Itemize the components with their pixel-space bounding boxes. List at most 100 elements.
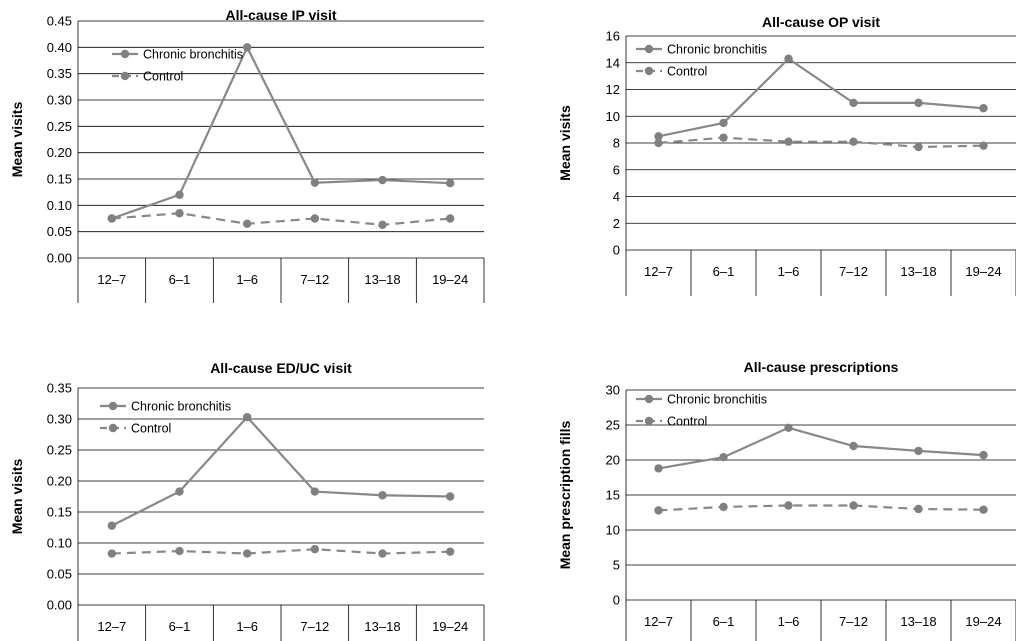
- data-point-control: [719, 133, 728, 142]
- x-tick-label: 19–24: [965, 614, 1001, 629]
- x-tick-label: 13–18: [364, 619, 400, 634]
- data-point-control: [107, 214, 117, 223]
- y-tick-label: 20: [606, 453, 620, 468]
- legend-label: Control: [667, 65, 707, 79]
- y-tick-label: 0.10: [47, 198, 72, 213]
- data-point-chronic-bronchitis: [719, 118, 728, 128]
- y-tick-label: 0.05: [47, 224, 72, 239]
- legend-label: Control: [143, 70, 183, 84]
- x-tick-label: 6–1: [169, 272, 191, 287]
- chart-panel-4: All-cause prescriptions Mean prescription…: [557, 359, 1016, 641]
- data-point-control: [242, 219, 252, 228]
- x-tick-label: 1–6: [236, 272, 258, 287]
- data-point-chronic-bronchitis: [445, 492, 455, 501]
- data-point-chronic-bronchitis: [175, 190, 184, 199]
- y-axis-label: Mean visits: [9, 102, 25, 178]
- x-tick-label: 19–24: [965, 264, 1001, 279]
- data-point-control: [310, 545, 320, 554]
- y-tick-label: 0: [613, 593, 620, 608]
- legend-marker: [644, 394, 654, 404]
- chart-title: All-cause ED/UC visit: [210, 360, 352, 376]
- y-tick-label: 0.30: [47, 93, 72, 108]
- y-tick-label: 30: [606, 383, 620, 398]
- y-axis-label: Mean prescription fills: [557, 420, 573, 569]
- y-tick-label: 0.10: [47, 536, 72, 551]
- series-line-chronic-bronchitis: [658, 426, 984, 470]
- x-tick-label: 12–7: [644, 264, 673, 279]
- y-tick-label: 0: [613, 243, 620, 258]
- data-point-control: [849, 137, 858, 146]
- legend-marker: [644, 66, 654, 76]
- chart-title: All-cause prescriptions: [744, 359, 899, 375]
- legend-marker: [108, 401, 118, 411]
- data-point-control: [378, 549, 387, 558]
- legend-label: Chronic bronchitis: [131, 400, 231, 414]
- data-point-control: [654, 506, 663, 515]
- y-tick-label: 12: [606, 82, 620, 97]
- data-point-control: [849, 501, 858, 510]
- chart-panel-2: All-cause OP visit Mean visits 0 2 4 6 8 10 12 14…: [557, 14, 1016, 296]
- y-tick-label: 0.30: [47, 412, 72, 427]
- legend-label: Chronic bronchitis: [143, 48, 243, 62]
- y-tick-label: 25: [606, 418, 620, 433]
- y-tick-label: 0.45: [47, 14, 72, 29]
- x-tick-label: 6–1: [713, 264, 735, 279]
- data-point-chronic-bronchitis: [378, 491, 387, 500]
- data-point-chronic-bronchitis: [914, 446, 923, 456]
- data-point-chronic-bronchitis: [310, 178, 320, 187]
- data-point-chronic-bronchitis: [719, 453, 728, 462]
- legend-marker: [108, 423, 118, 433]
- y-tick-label: 8: [613, 136, 620, 151]
- x-tick-label: 12–7: [644, 614, 673, 629]
- data-point-control: [310, 214, 320, 223]
- y-tick-label: 16: [606, 29, 620, 44]
- chart-title: All-cause IP visit: [225, 7, 336, 23]
- y-axis-label: Mean visits: [9, 459, 25, 535]
- legend-marker: [120, 71, 130, 81]
- x-tick-label: 1–6: [778, 614, 800, 629]
- x-tick-label: 1–6: [778, 264, 800, 279]
- y-tick-label: 0.35: [47, 66, 72, 81]
- y-tick-label: 0.00: [47, 598, 72, 613]
- x-tick-label: 12–7: [97, 619, 126, 634]
- x-tick-label: 7–12: [300, 619, 329, 634]
- y-tick-label: 0.20: [47, 145, 72, 160]
- data-point-chronic-bronchitis: [784, 54, 793, 63]
- data-point-chronic-bronchitis: [310, 487, 320, 496]
- y-axis-label: Mean visits: [557, 105, 573, 181]
- series-line-control: [658, 504, 984, 512]
- data-point-chronic-bronchitis: [242, 43, 252, 52]
- data-point-chronic-bronchitis: [242, 412, 252, 422]
- data-point-chronic-bronchitis: [979, 104, 988, 113]
- y-tick-label: 0.20: [47, 474, 72, 489]
- x-tick-label: 7–12: [839, 264, 868, 279]
- y-tick-label: 0.40: [47, 40, 72, 55]
- y-tick-label: 0.00: [47, 251, 72, 266]
- y-tick-label: 15: [606, 488, 620, 503]
- data-point-control: [979, 505, 988, 514]
- data-point-control: [175, 209, 184, 218]
- x-tick-label: 7–12: [839, 614, 868, 629]
- x-tick-label: 13–18: [364, 272, 400, 287]
- data-point-control: [979, 141, 988, 150]
- legend-label: Control: [131, 422, 171, 436]
- data-point-chronic-bronchitis: [979, 450, 988, 460]
- y-tick-label: 0.25: [47, 119, 72, 134]
- data-point-control: [654, 138, 663, 148]
- series-line-chronic-bronchitis: [111, 415, 451, 527]
- y-tick-label: 0.15: [47, 505, 72, 520]
- data-point-control: [107, 549, 117, 558]
- series-line-chronic-bronchitis: [111, 44, 451, 220]
- chart-title: All-cause OP visit: [762, 14, 880, 30]
- data-point-control: [175, 546, 184, 556]
- x-tick-label: 19–24: [432, 272, 468, 287]
- data-point-chronic-bronchitis: [849, 98, 858, 108]
- y-tick-label: 14: [606, 55, 620, 70]
- data-point-control: [445, 547, 455, 556]
- y-tick-label: 4: [613, 189, 620, 204]
- data-point-control: [378, 220, 387, 230]
- legend-label: Chronic bronchitis: [667, 393, 767, 407]
- series-line-control: [111, 548, 451, 555]
- data-point-chronic-bronchitis: [654, 132, 663, 141]
